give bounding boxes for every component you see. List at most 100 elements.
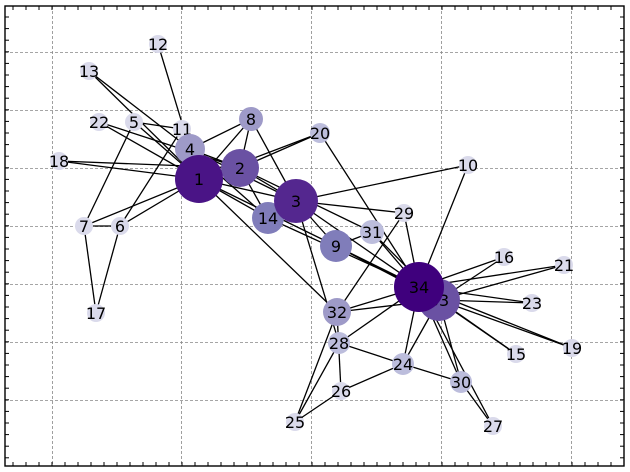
node-26-circle	[332, 382, 350, 400]
node-16-circle	[495, 248, 513, 266]
edge-6-17	[95, 225, 121, 314]
node-19-circle	[563, 339, 581, 357]
node-21-label: 21	[554, 256, 574, 275]
node-32[interactable]: 32	[323, 298, 351, 326]
node-20[interactable]: 20	[310, 123, 330, 143]
node-30[interactable]: 30	[450, 371, 472, 393]
edge-20-34	[319, 132, 420, 288]
node-16-label: 16	[494, 248, 514, 267]
node-group: 5671011121315161718192122232526272920242…	[49, 35, 582, 436]
node-8-label: 8	[246, 110, 256, 129]
node-25[interactable]: 25	[285, 413, 305, 432]
edge-24-26	[340, 363, 404, 392]
edge-6-11	[119, 128, 183, 227]
node-30-label: 30	[451, 373, 471, 392]
node-17-label: 17	[86, 304, 106, 323]
grid-lines	[5, 6, 624, 466]
edge-4-13	[88, 70, 191, 150]
node-6-label: 6	[115, 217, 125, 236]
node-25-circle	[286, 413, 304, 431]
node-29-circle	[395, 204, 413, 222]
node-16[interactable]: 16	[494, 248, 514, 267]
node-9[interactable]: 9	[320, 230, 352, 262]
node-5-circle	[125, 113, 143, 131]
node-19[interactable]: 19	[562, 339, 582, 358]
node-5-label: 5	[129, 113, 139, 132]
node-10[interactable]: 10	[458, 156, 478, 175]
node-17-circle	[87, 304, 105, 322]
node-2[interactable]: 2	[221, 149, 259, 187]
node-1-circle	[175, 155, 223, 203]
edge-25-32	[294, 311, 338, 423]
node-15[interactable]: 15	[506, 345, 526, 364]
node-24-circle	[392, 353, 414, 375]
node-11-circle	[173, 120, 191, 138]
node-3[interactable]: 3	[274, 179, 318, 223]
node-31[interactable]: 31	[360, 220, 384, 244]
edge-25-28	[294, 342, 340, 423]
node-11-label: 11	[172, 120, 192, 139]
node-26[interactable]: 26	[331, 382, 351, 401]
node-6-circle	[111, 217, 129, 235]
node-1[interactable]: 1	[175, 155, 223, 203]
node-23-label: 23	[522, 294, 542, 313]
node-22[interactable]: 22	[89, 113, 109, 132]
node-13[interactable]: 13	[79, 62, 99, 81]
node-31-circle	[360, 220, 384, 244]
node-13-label: 13	[79, 62, 99, 81]
node-3-label: 3	[291, 192, 301, 211]
node-4-label: 4	[185, 140, 195, 159]
node-34[interactable]: 34	[394, 262, 444, 312]
node-12[interactable]: 12	[148, 35, 168, 54]
node-22-circle	[90, 113, 108, 131]
node-3-circle	[274, 179, 318, 223]
node-1-label: 1	[194, 170, 204, 189]
node-28-label: 28	[329, 334, 349, 353]
node-2-label: 2	[235, 159, 245, 178]
node-28[interactable]: 28	[328, 332, 350, 354]
edge-24-28	[338, 342, 404, 365]
node-28-circle	[328, 332, 350, 354]
node-7[interactable]: 7	[75, 217, 93, 236]
node-8-circle	[239, 107, 263, 131]
node-18-label: 18	[49, 152, 69, 171]
node-10-circle	[459, 156, 477, 174]
node-9-label: 9	[331, 237, 341, 256]
node-27-circle	[484, 417, 502, 435]
node-23-circle	[523, 294, 541, 312]
edge-7-17	[83, 225, 97, 314]
node-18[interactable]: 18	[49, 152, 69, 171]
edge-3-10	[295, 164, 469, 202]
node-6[interactable]: 6	[111, 217, 129, 236]
node-7-circle	[75, 217, 93, 235]
node-5[interactable]: 5	[125, 113, 143, 132]
node-29[interactable]: 29	[394, 204, 414, 223]
node-21[interactable]: 21	[554, 256, 574, 275]
edge-19-33	[438, 299, 573, 349]
node-29-label: 29	[394, 204, 414, 223]
edge-5-7	[83, 121, 135, 227]
node-34-label: 34	[409, 278, 429, 297]
node-25-label: 25	[285, 413, 305, 432]
node-14-label: 14	[258, 209, 278, 228]
edge-1-32	[198, 178, 338, 313]
node-24[interactable]: 24	[392, 353, 414, 375]
node-27-label: 27	[483, 417, 503, 436]
edge-21-33	[438, 264, 565, 301]
node-27[interactable]: 27	[483, 417, 503, 436]
node-17[interactable]: 17	[86, 304, 106, 323]
node-7-label: 7	[79, 217, 89, 236]
node-2-circle	[221, 149, 259, 187]
node-10-label: 10	[458, 156, 478, 175]
node-31-label: 31	[362, 223, 382, 242]
node-15-label: 15	[506, 345, 526, 364]
node-18-circle	[50, 152, 68, 170]
node-23[interactable]: 23	[522, 294, 542, 313]
node-11[interactable]: 11	[172, 120, 192, 139]
edge-2-22	[98, 121, 241, 169]
node-32-circle	[323, 298, 351, 326]
node-9-circle	[320, 230, 352, 262]
node-24-label: 24	[393, 355, 413, 374]
node-8[interactable]: 8	[239, 107, 263, 131]
node-13-circle	[80, 62, 98, 80]
